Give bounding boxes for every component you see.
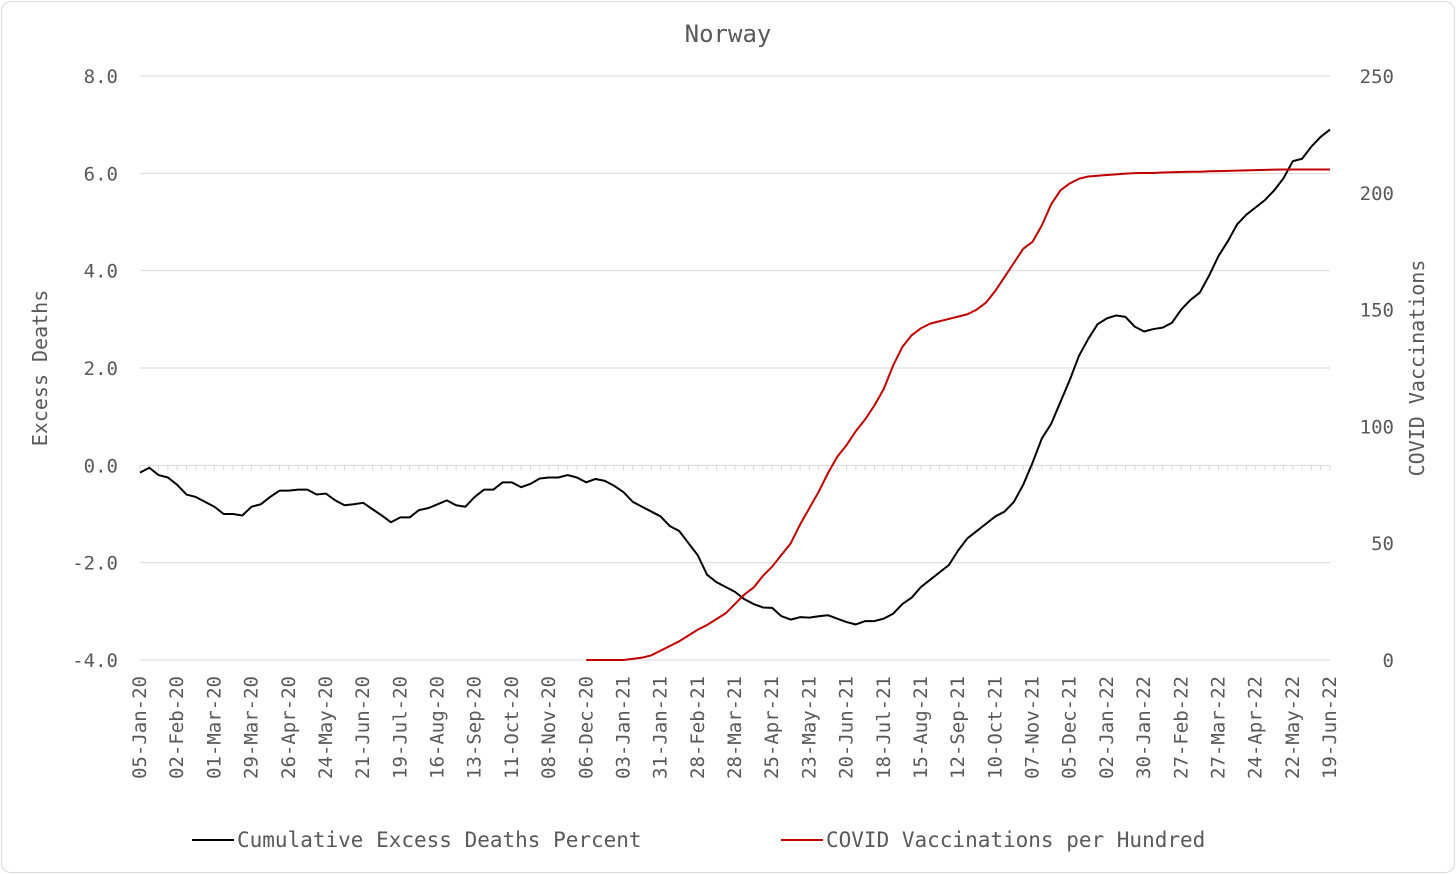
left-axis-ticks: 8.0 6.0 4.0 2.0 0.0 -2.0 -4.0 bbox=[72, 66, 118, 672]
x-tick-label: 31-Jan-21 bbox=[650, 676, 672, 779]
x-tick-label: 01-Mar-20 bbox=[203, 676, 225, 779]
x-tick-label: 23-May-21 bbox=[798, 676, 820, 779]
x-axis: 05-Jan-20 02-Feb-20 01-Mar-20 29-Mar-20 26-A… bbox=[129, 464, 1341, 779]
x-tick-label: 29-Mar-20 bbox=[241, 676, 263, 779]
right-tick-label: 50 bbox=[1371, 533, 1394, 555]
x-tick-label: 27-Mar-22 bbox=[1207, 676, 1229, 779]
x-tick-label: 02-Feb-20 bbox=[166, 676, 188, 779]
series-line-vaccinations bbox=[586, 168, 1330, 661]
x-tick-label: 20-Jun-21 bbox=[836, 676, 858, 779]
legend: Cumulative Excess Deaths Percent COVID V… bbox=[192, 828, 1205, 852]
x-tick-label: 05-Jan-20 bbox=[129, 676, 151, 779]
legend-label-excess-deaths: Cumulative Excess Deaths Percent bbox=[237, 828, 642, 852]
x-tick-label: 10-Oct-21 bbox=[984, 676, 1006, 779]
x-tick-label: 03-Jan-21 bbox=[612, 676, 634, 779]
x-tick-label: 18-Jul-21 bbox=[873, 676, 895, 779]
x-tick-label: 11-Oct-20 bbox=[501, 676, 523, 779]
gridlines bbox=[140, 75, 1330, 661]
right-tick-label: 250 bbox=[1360, 66, 1394, 88]
left-tick-label: 0.0 bbox=[84, 455, 118, 477]
x-tick-label: 15-Aug-21 bbox=[910, 676, 932, 779]
chart-title: Norway bbox=[685, 20, 772, 48]
right-tick-label: 0 bbox=[1383, 650, 1394, 672]
x-tick-label: 16-Aug-20 bbox=[427, 676, 449, 779]
x-tick-label: 05-Dec-21 bbox=[1059, 676, 1081, 779]
x-tick-label: 26-Apr-20 bbox=[278, 676, 300, 779]
x-tick-label: 08-Nov-20 bbox=[538, 676, 560, 779]
x-tick-label: 19-Jun-22 bbox=[1319, 676, 1341, 779]
legend-label-vaccinations: COVID Vaccinations per Hundred bbox=[826, 828, 1205, 852]
x-tick-label: 24-May-20 bbox=[315, 676, 337, 779]
left-tick-label: 8.0 bbox=[84, 66, 118, 88]
right-tick-label: 150 bbox=[1360, 300, 1394, 322]
right-tick-label: 200 bbox=[1360, 183, 1394, 205]
x-tick-label: 02-Jan-22 bbox=[1096, 676, 1118, 779]
x-tick-label: 07-Nov-21 bbox=[1022, 676, 1044, 779]
left-tick-label: -4.0 bbox=[72, 650, 118, 672]
left-tick-label: 4.0 bbox=[84, 261, 118, 283]
x-tick-label: 19-Jul-20 bbox=[389, 676, 411, 779]
x-tick-label: 24-Apr-22 bbox=[1245, 676, 1267, 779]
x-tick-label: 30-Jan-22 bbox=[1133, 676, 1155, 779]
x-tick-label: 21-Jun-20 bbox=[352, 676, 374, 779]
x-tick-label: 25-Apr-21 bbox=[761, 676, 783, 779]
left-tick-label: 6.0 bbox=[84, 163, 118, 185]
series-layer bbox=[139, 128, 1331, 661]
series-line-excess-deaths bbox=[139, 128, 1331, 626]
x-tick-label: 13-Sep-20 bbox=[464, 676, 486, 779]
right-axis-ticks: 250 200 150 100 50 0 bbox=[1360, 66, 1394, 672]
x-tick-label: 22-May-22 bbox=[1282, 676, 1304, 779]
x-tick-label: 06-Dec-20 bbox=[575, 676, 597, 779]
x-tick-label: 12-Sep-21 bbox=[947, 676, 969, 779]
x-tick-label: 28-Mar-21 bbox=[724, 676, 746, 779]
left-tick-label: -2.0 bbox=[72, 553, 118, 575]
right-axis-title: COVID Vaccinations bbox=[1405, 260, 1429, 477]
x-tick-label: 27-Feb-22 bbox=[1170, 676, 1192, 779]
left-tick-label: 2.0 bbox=[84, 358, 118, 380]
left-axis-title: Excess Deaths bbox=[28, 290, 52, 447]
right-tick-label: 100 bbox=[1360, 416, 1394, 438]
x-tick-label: 28-Feb-21 bbox=[687, 676, 709, 779]
